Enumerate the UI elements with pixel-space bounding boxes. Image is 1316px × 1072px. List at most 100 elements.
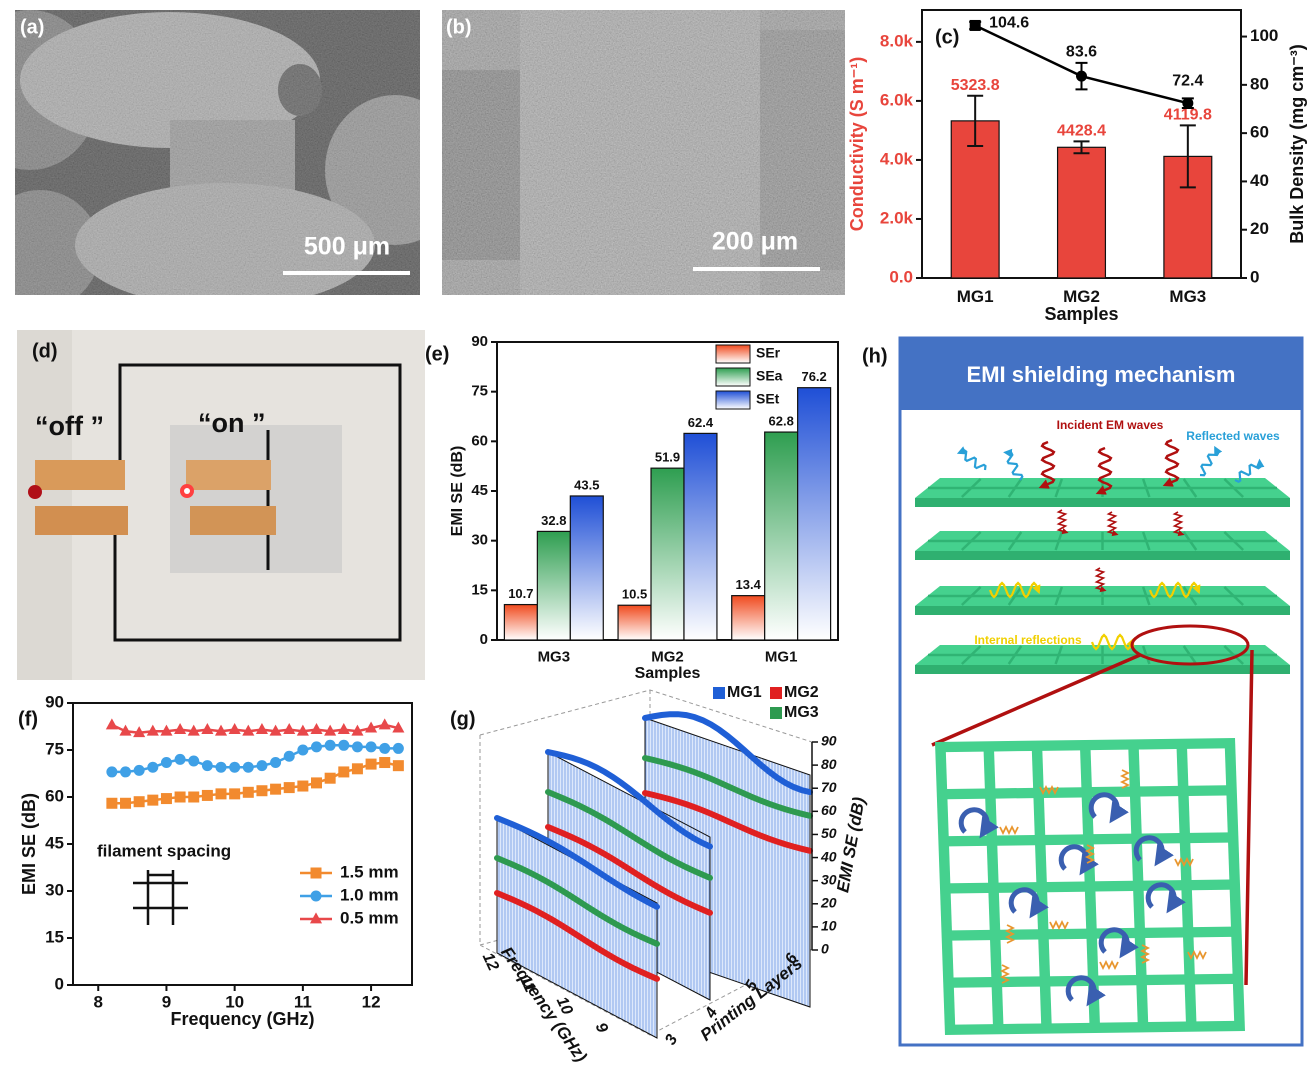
marker <box>215 788 227 800</box>
x-tick-label: MG1 <box>765 648 798 665</box>
marker <box>256 760 268 772</box>
value-label: 62.4 <box>688 415 714 430</box>
zigzag <box>1084 844 1096 864</box>
wave-label: Incident EM waves <box>1057 418 1164 432</box>
marker <box>324 739 336 751</box>
marker <box>174 723 187 735</box>
wave-arrow <box>988 581 1041 599</box>
grid-hole <box>1043 797 1083 835</box>
z-tick-label: 60 <box>821 802 837 818</box>
reflection-arrow <box>1098 927 1139 959</box>
grid-hole <box>1090 749 1130 788</box>
wave-arrow <box>1003 448 1024 481</box>
value-label: 13.4 <box>736 577 762 592</box>
zigzag <box>1049 919 1069 931</box>
z-tick-label: 10 <box>821 918 837 934</box>
series-line <box>111 744 399 774</box>
zigzag <box>1119 769 1131 789</box>
marker <box>187 724 200 736</box>
z-tick-label: 50 <box>821 825 837 841</box>
panel-label: (b) <box>446 16 472 38</box>
y-axis-label: EMI SE (dB) <box>19 793 39 895</box>
spectrum-line <box>642 755 813 819</box>
bar <box>764 431 799 641</box>
y-tick-label: 0 <box>55 974 64 993</box>
marker <box>146 724 159 736</box>
bar <box>731 595 766 641</box>
bar <box>617 604 652 641</box>
bar <box>569 495 604 641</box>
marker <box>351 763 363 775</box>
grid-hole <box>1146 984 1186 1023</box>
marker <box>133 796 145 808</box>
x-axis-label: Frequency (GHz) <box>170 1009 314 1029</box>
y-tick-label: 15 <box>471 581 488 598</box>
panel-label: (e) <box>425 343 449 365</box>
y-tick-label: 2.0k <box>880 208 914 227</box>
marker <box>160 724 173 736</box>
grid-hole <box>1047 891 1087 930</box>
y-tick-label: 30 <box>45 880 64 899</box>
x-tick-label: 10 <box>225 992 244 1011</box>
y-axis-label: Conductivity (S m⁻¹) <box>847 57 867 232</box>
bar <box>683 432 718 641</box>
legend-label: 0.5 mm <box>340 908 399 927</box>
spectrum-line <box>494 855 660 947</box>
marker <box>201 760 213 772</box>
marker <box>119 724 132 736</box>
legend-swatch <box>715 344 751 364</box>
value-label: 76.2 <box>801 369 826 384</box>
grid-hole <box>1191 889 1231 928</box>
grid-hole <box>1098 985 1138 1023</box>
marker <box>351 724 364 736</box>
z-tick-label: 30 <box>821 871 837 887</box>
x-axis-label: Samples <box>1044 304 1118 324</box>
wave-arrow <box>1038 440 1056 489</box>
y-tick-label: 6.0k <box>880 90 914 109</box>
grid-hole <box>997 845 1037 883</box>
state-label: “off ” <box>35 411 104 441</box>
marker <box>324 724 337 736</box>
legend-label: SEt <box>756 391 780 407</box>
y-tick-label: 45 <box>471 482 488 499</box>
value-label: 10.7 <box>508 586 533 601</box>
zoom-ellipse <box>1130 624 1250 666</box>
marker <box>174 753 186 765</box>
marker <box>242 761 254 773</box>
value-label: 83.6 <box>1066 43 1097 60</box>
panel-label: (c) <box>935 26 959 48</box>
marker <box>283 723 296 735</box>
wave-label: Reflected waves <box>1186 429 1280 443</box>
marker <box>365 758 377 770</box>
spacing-symbol <box>133 870 188 925</box>
value-label: 10.5 <box>622 587 647 602</box>
y2-tick-label: 80 <box>1250 74 1269 93</box>
legend-label: SEr <box>756 345 781 361</box>
grid-hole <box>994 750 1034 789</box>
grid-hole <box>949 845 989 884</box>
y-tick-label: 0 <box>480 631 488 648</box>
legend-swatch <box>715 367 751 387</box>
z-tick-label: 0 <box>821 941 829 957</box>
bar <box>503 603 538 641</box>
bar <box>650 467 685 641</box>
reflection-arrow <box>1065 975 1106 1007</box>
sem-image-b <box>442 10 845 295</box>
bar <box>1056 146 1107 279</box>
y-tick-label: 8.0k <box>880 31 914 50</box>
panel-label: (f) <box>18 708 38 730</box>
spectrum-line <box>494 815 660 910</box>
marker <box>215 761 227 773</box>
marker <box>269 724 282 736</box>
marker <box>160 757 172 769</box>
spectrum-line <box>642 790 813 854</box>
z-tick-label: 40 <box>820 848 837 864</box>
wave-arrow <box>1094 567 1107 593</box>
marker <box>324 772 336 784</box>
marker <box>174 791 186 803</box>
marker <box>310 890 322 902</box>
wave-arrow <box>1106 511 1119 537</box>
value-label: 5323.8 <box>951 77 1000 94</box>
grid-hole <box>1195 984 1235 1022</box>
zigzag <box>1139 944 1151 964</box>
